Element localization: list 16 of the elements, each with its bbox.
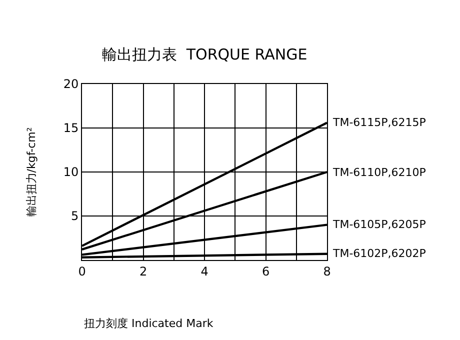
x-tick-label: 8 bbox=[323, 264, 331, 278]
y-tick-label: 20 bbox=[63, 77, 79, 92]
series-label: TM-6105P,6205P bbox=[332, 218, 426, 231]
series-label: TM-6115P,6215P bbox=[332, 116, 426, 129]
chart-title: 輸出扭力表 TORQUE RANGE bbox=[102, 46, 308, 64]
x-tick-label: 2 bbox=[139, 264, 148, 278]
series-label: TM-6102P,6202P bbox=[332, 247, 426, 260]
x-tick-label: 4 bbox=[200, 264, 208, 278]
y-axis-title: 輸出扭力/kgf-cm² bbox=[24, 127, 38, 217]
series-label: TM-6110P,6210P bbox=[332, 166, 426, 179]
y-tick-label: 5 bbox=[70, 209, 79, 224]
y-tick-label: 15 bbox=[63, 121, 79, 136]
y-tick-label: 10 bbox=[63, 165, 79, 180]
x-axis-title: 扭力刻度 Indicated Mark bbox=[84, 317, 214, 330]
x-tick-label: 0 bbox=[78, 264, 86, 278]
x-tick-label: 6 bbox=[262, 264, 270, 278]
